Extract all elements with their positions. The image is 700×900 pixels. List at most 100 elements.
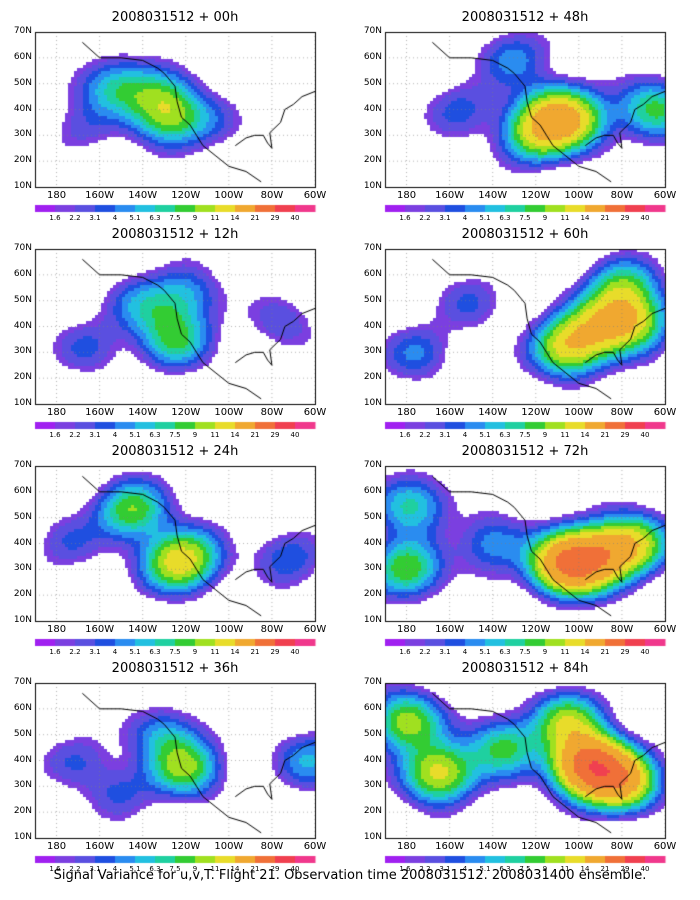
colorbar-level-label: 5.1: [479, 648, 491, 656]
lon-tick-label: 140W: [128, 624, 158, 635]
colorbar-level-label: 1.6: [399, 865, 411, 873]
lat-tick-label: 10N: [13, 615, 32, 625]
lon-tick-label: 100W: [214, 624, 244, 635]
colorbar-level-label: 40: [640, 214, 650, 222]
lat-tick-label: 70N: [363, 677, 382, 687]
lat-tick-label: 70N: [13, 460, 32, 470]
colorbar-level-label: 1.6: [49, 648, 61, 656]
colorbar-level-label: 6.3: [499, 865, 511, 873]
colorbar-level-label: 3.1: [439, 431, 451, 439]
lat-tick-label: 70N: [13, 243, 32, 253]
colorbar-level-label: 11: [210, 865, 220, 873]
lon-tick-label: 60W: [303, 624, 327, 635]
colorbar-level-label: 6.3: [149, 214, 161, 222]
colorbar-level-label: 5.1: [129, 865, 141, 873]
colorbar-level-label: 1.6: [49, 214, 61, 222]
colorbar-level-label: 4: [112, 648, 118, 656]
colorbar-level-label: 9: [192, 214, 198, 222]
lat-tick-label: 20N: [13, 806, 32, 817]
colorbar-level-label: 9: [542, 865, 548, 873]
colorbar-level-label: 3.1: [89, 648, 101, 656]
lon-tick-label: 160W: [435, 190, 465, 201]
lon-tick-label: 80W: [260, 190, 284, 201]
lat-tick-label: 20N: [13, 372, 32, 383]
lon-tick-label: 180: [396, 841, 417, 852]
lat-tick-label: 60N: [13, 268, 32, 279]
lat-tick-label: 50N: [13, 511, 32, 522]
lat-tick-label: 40N: [13, 537, 32, 548]
colorbar-level-label: 3.1: [89, 865, 101, 873]
lat-tick-label: 60N: [363, 485, 382, 496]
lon-tick-label: 160W: [85, 624, 115, 635]
colorbar-level-label: 40: [640, 431, 650, 439]
lat-tick-label: 30N: [363, 129, 382, 140]
colorbar-level-label: 7.5: [169, 214, 181, 222]
colorbar-level-label: 2.2: [69, 431, 81, 439]
lon-tick-label: 140W: [128, 407, 158, 418]
colorbar-level-label: 29: [270, 865, 280, 873]
colorbar-level-label: 29: [270, 431, 280, 439]
lat-tick-label: 70N: [363, 243, 382, 253]
colorbar-level-label: 7.5: [519, 431, 531, 439]
lon-tick-label: 140W: [478, 624, 508, 635]
colorbar-level-label: 21: [600, 865, 610, 873]
lon-tick-label: 80W: [260, 624, 284, 635]
lon-tick-label: 60W: [653, 190, 677, 201]
lon-tick-label: 80W: [610, 407, 634, 418]
lon-tick-label: 60W: [653, 407, 677, 418]
colorbar-level-label: 5.1: [479, 865, 491, 873]
colorbar-level-label: 9: [192, 648, 198, 656]
lon-tick-label: 180: [46, 624, 67, 635]
colorbar-level-label: 7.5: [169, 431, 181, 439]
lon-tick-label: 120W: [171, 407, 201, 418]
lon-tick-label: 160W: [85, 407, 115, 418]
colorbar-level-label: 1.6: [49, 431, 61, 439]
lat-tick-label: 50N: [363, 294, 382, 305]
colorbar-level-label: 6.3: [149, 865, 161, 873]
colorbar-level-label: 3.1: [89, 431, 101, 439]
figure-caption: Signal Variance for u,v,T. Flight 21. Ob…: [53, 868, 647, 883]
lon-tick-label: 100W: [214, 407, 244, 418]
colorbar-level-label: 29: [620, 431, 630, 439]
colorbar-level-label: 4: [462, 865, 468, 873]
colorbar-level-label: 21: [600, 431, 610, 439]
lon-tick-label: 140W: [478, 841, 508, 852]
lon-tick-label: 140W: [128, 841, 158, 852]
lon-tick-label: 100W: [214, 190, 244, 201]
colorbar-level-label: 2.2: [419, 214, 431, 222]
lon-tick-label: 180: [46, 190, 67, 201]
lon-tick-label: 80W: [610, 190, 634, 201]
colorbar-level-label: 7.5: [169, 648, 181, 656]
colorbar-level-label: 11: [560, 214, 570, 222]
colorbar-level-label: 29: [270, 214, 280, 222]
colorbar-level-label: 14: [580, 214, 590, 222]
lon-tick-label: 160W: [435, 841, 465, 852]
colorbar-level-label: 40: [640, 648, 650, 656]
lon-tick-label: 60W: [303, 190, 327, 201]
colorbar-level-label: 29: [620, 214, 630, 222]
lat-tick-label: 60N: [363, 702, 382, 713]
colorbar-level-label: 21: [250, 214, 260, 222]
lon-tick-label: 60W: [653, 624, 677, 635]
lon-tick-label: 100W: [214, 841, 244, 852]
colorbar-level-label: 40: [640, 865, 650, 873]
colorbar-level-label: 14: [230, 214, 240, 222]
panel-title: 2008031512 + 60h: [461, 227, 589, 242]
colorbar-level-label: 1.6: [49, 865, 61, 873]
colorbar-level-label: 7.5: [169, 865, 181, 873]
lon-tick-label: 100W: [564, 407, 594, 418]
colorbar-level-label: 1.6: [399, 214, 411, 222]
colorbar-level-label: 14: [230, 865, 240, 873]
colorbar-level-label: 5.1: [129, 431, 141, 439]
lat-tick-label: 10N: [363, 181, 382, 191]
lat-tick-label: 10N: [13, 832, 32, 842]
lat-tick-label: 30N: [363, 780, 382, 791]
lat-tick-label: 20N: [363, 372, 382, 383]
lon-tick-label: 80W: [260, 407, 284, 418]
colorbar-level-label: 29: [620, 648, 630, 656]
lon-tick-label: 160W: [435, 624, 465, 635]
colorbar-level-label: 11: [560, 648, 570, 656]
colorbar-level-label: 2.2: [419, 865, 431, 873]
colorbar-level-label: 5.1: [129, 648, 141, 656]
